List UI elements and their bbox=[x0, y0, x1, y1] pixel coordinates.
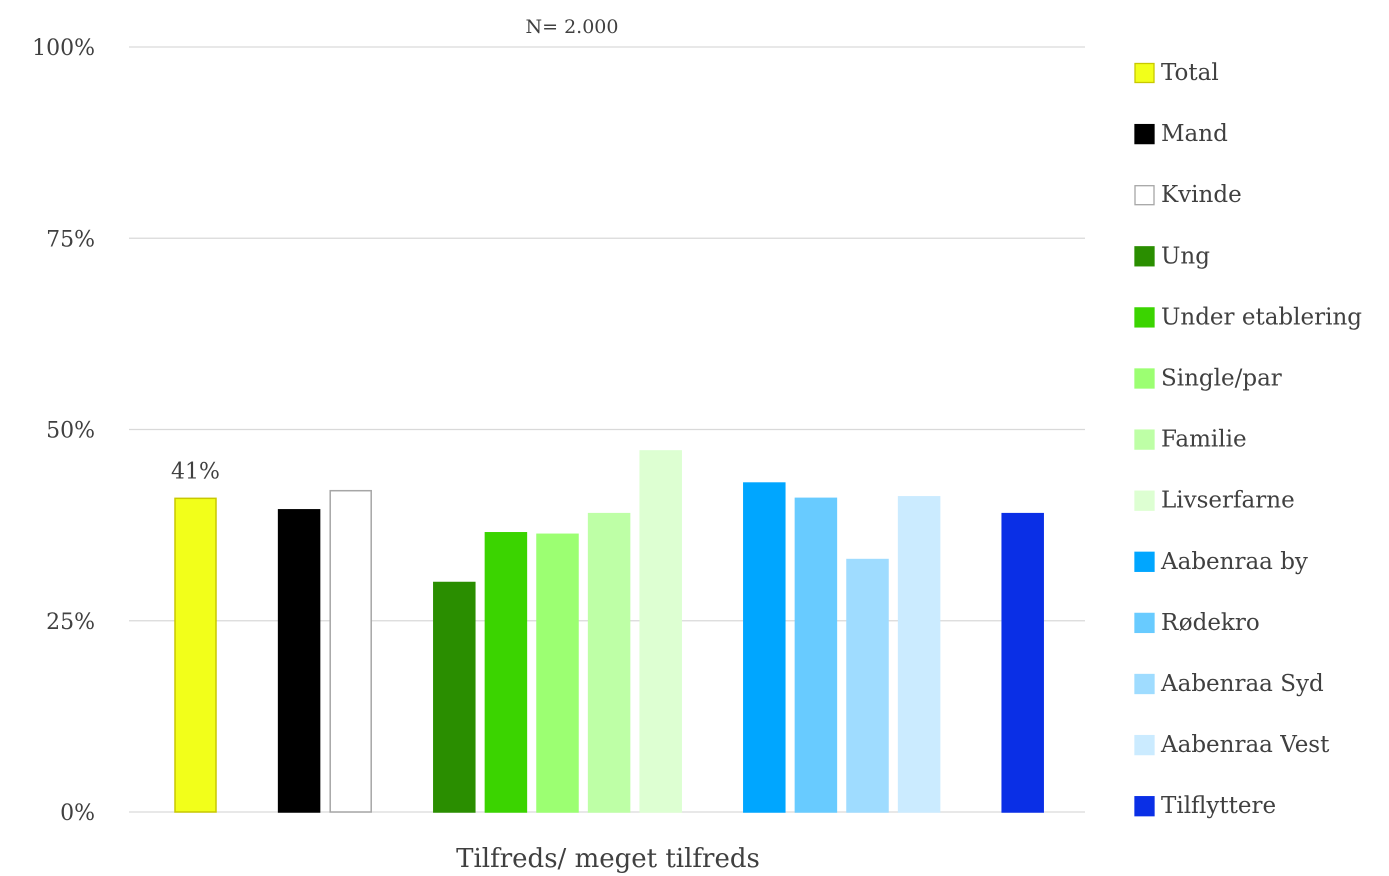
legend-label: Rødekro bbox=[1161, 610, 1260, 636]
legend-label: Under etablering bbox=[1161, 304, 1362, 330]
bar-r-dekro bbox=[794, 497, 838, 813]
bar-aabenraa-by bbox=[743, 482, 786, 813]
legend-swatch bbox=[1134, 62, 1155, 84]
bar-kvinde bbox=[329, 489, 372, 813]
y-tick-label: 25% bbox=[46, 610, 95, 635]
legend-swatch bbox=[1134, 612, 1155, 634]
legend-label: Kvinde bbox=[1161, 182, 1242, 208]
legend-label: Aabenraa by bbox=[1160, 549, 1308, 575]
legend-label: Total bbox=[1161, 60, 1219, 86]
legend-swatch bbox=[1134, 185, 1155, 206]
legend-swatch bbox=[1134, 368, 1155, 389]
legend-swatch bbox=[1134, 796, 1155, 817]
y-tick-label: 75% bbox=[46, 227, 95, 252]
data-label: 41% bbox=[171, 459, 220, 484]
legend-label: Aabenraa Vest bbox=[1160, 732, 1330, 758]
bar-under-etablering bbox=[484, 532, 528, 813]
bar-familie bbox=[587, 512, 631, 813]
legend-swatch bbox=[1134, 307, 1155, 328]
bar-total bbox=[174, 497, 217, 813]
sample-size-note: N= 2.000 bbox=[526, 16, 619, 38]
legend-swatch bbox=[1134, 734, 1155, 756]
bar-tilflyttere bbox=[1001, 512, 1044, 813]
legend-label: Tilflyttere bbox=[1161, 793, 1276, 819]
x-axis-label: Tilfreds/ meget tilfreds bbox=[456, 844, 760, 874]
legend-label: Single/par bbox=[1161, 366, 1282, 392]
legend-label: Livserfarne bbox=[1161, 488, 1295, 514]
legend-label: Aabenraa Syd bbox=[1160, 671, 1324, 697]
legend-swatch bbox=[1134, 673, 1155, 695]
bar-single-par bbox=[536, 533, 579, 813]
legend-swatch bbox=[1134, 551, 1155, 572]
y-axis-tick-labels: 0% 25% 50% 75% 100% bbox=[32, 36, 95, 826]
bar-livserfarne bbox=[639, 450, 682, 813]
bar-aabenraa-vest bbox=[897, 496, 941, 813]
legend-swatch bbox=[1134, 246, 1155, 267]
bar-aabenraa-syd bbox=[846, 558, 889, 813]
data-labels: 41% bbox=[171, 459, 220, 484]
legend: Total Mand Kvinde Ung Under etablering Single… bbox=[1134, 60, 1362, 819]
legend-swatch bbox=[1134, 429, 1155, 450]
y-tick-label: 100% bbox=[32, 36, 95, 61]
bar-mand bbox=[277, 509, 321, 813]
legend-swatch bbox=[1134, 123, 1155, 145]
legend-swatch bbox=[1134, 490, 1155, 511]
bars bbox=[174, 450, 1044, 813]
legend-label: Ung bbox=[1161, 243, 1210, 269]
y-tick-label: 50% bbox=[46, 419, 95, 444]
y-tick-label: 0% bbox=[60, 801, 95, 826]
bar-ung bbox=[433, 581, 476, 813]
legend-label: Mand bbox=[1161, 121, 1228, 147]
legend-label: Familie bbox=[1161, 427, 1247, 453]
